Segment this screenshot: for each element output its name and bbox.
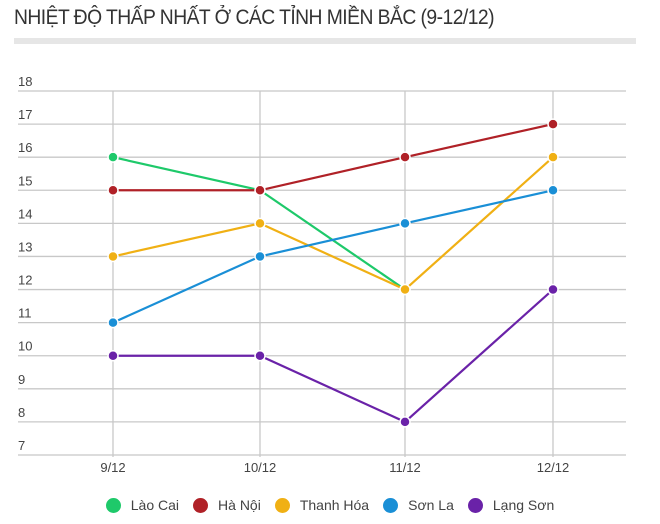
legend-dot-icon	[274, 497, 290, 513]
series-Sơn La	[107, 184, 559, 329]
x-tick-label: 12/12	[537, 460, 570, 475]
y-tick-label: 10	[18, 339, 32, 354]
series-Lạng Sơn	[107, 283, 559, 428]
x-tick-label: 9/12	[100, 460, 125, 475]
data-point[interactable]	[547, 118, 559, 130]
y-tick-label: 13	[18, 239, 32, 254]
legend-dot-icon	[105, 497, 121, 513]
x-tick-label: 10/12	[244, 460, 277, 475]
data-point[interactable]	[254, 184, 266, 197]
data-point[interactable]	[107, 349, 119, 362]
legend-item[interactable]: Lào Cai	[105, 497, 180, 513]
y-tick-label: 7	[18, 438, 25, 453]
chart-legend: Lào Cai Hà Nội Thanh Hóa Sơn La Lạng Sơn	[0, 497, 660, 513]
data-point[interactable]	[254, 250, 266, 263]
series-line	[112, 189, 554, 324]
title-divider	[14, 38, 636, 44]
y-tick-label: 16	[18, 140, 32, 155]
y-tick-label: 11	[18, 306, 32, 321]
data-point[interactable]	[107, 184, 119, 197]
y-tick-label: 9	[18, 372, 25, 387]
legend-item[interactable]: Hà Nội	[193, 497, 261, 513]
data-point[interactable]	[107, 250, 119, 263]
data-point[interactable]	[399, 416, 411, 428]
data-point[interactable]	[254, 349, 266, 362]
legend-dot-icon	[193, 497, 209, 513]
data-point[interactable]	[107, 316, 119, 329]
legend-label: Lào Cai	[130, 497, 180, 513]
data-point[interactable]	[547, 151, 559, 163]
x-tick-label: 11/12	[389, 460, 421, 475]
legend-dot-icon	[467, 497, 483, 513]
y-tick-label: 8	[18, 405, 25, 420]
legend-label: Lạng Sơn	[492, 497, 555, 513]
series-Hà Nội	[107, 118, 559, 197]
series-line	[113, 288, 554, 424]
data-point[interactable]	[254, 217, 266, 230]
data-point[interactable]	[547, 283, 559, 296]
legend-item[interactable]: Lạng Sơn	[467, 497, 555, 513]
legend-label: Thanh Hóa	[299, 497, 370, 513]
data-point[interactable]	[399, 151, 411, 163]
legend-label: Hà Nội	[218, 497, 261, 513]
series-Thanh Hóa	[107, 151, 559, 296]
y-tick-label: 14	[18, 206, 32, 221]
series-line	[112, 156, 554, 291]
legend-item[interactable]: Sơn La	[383, 497, 454, 513]
y-tick-label: 15	[18, 173, 32, 188]
data-point[interactable]	[547, 184, 559, 197]
y-tick-label: 17	[18, 107, 32, 122]
chart-title: NHIỆT ĐỘ THẤP NHẤT Ở CÁC TỈNH MIỀN BẮC (…	[14, 6, 495, 29]
series-line	[113, 123, 554, 192]
y-tick-label: 18	[18, 74, 32, 89]
legend-dot-icon	[383, 497, 399, 513]
data-point[interactable]	[399, 217, 411, 230]
data-point[interactable]	[107, 151, 119, 163]
legend-item[interactable]: Thanh Hóa	[274, 497, 370, 513]
y-tick-label: 12	[18, 273, 32, 288]
data-point[interactable]	[399, 283, 411, 296]
legend-label: Sơn La	[408, 497, 454, 513]
